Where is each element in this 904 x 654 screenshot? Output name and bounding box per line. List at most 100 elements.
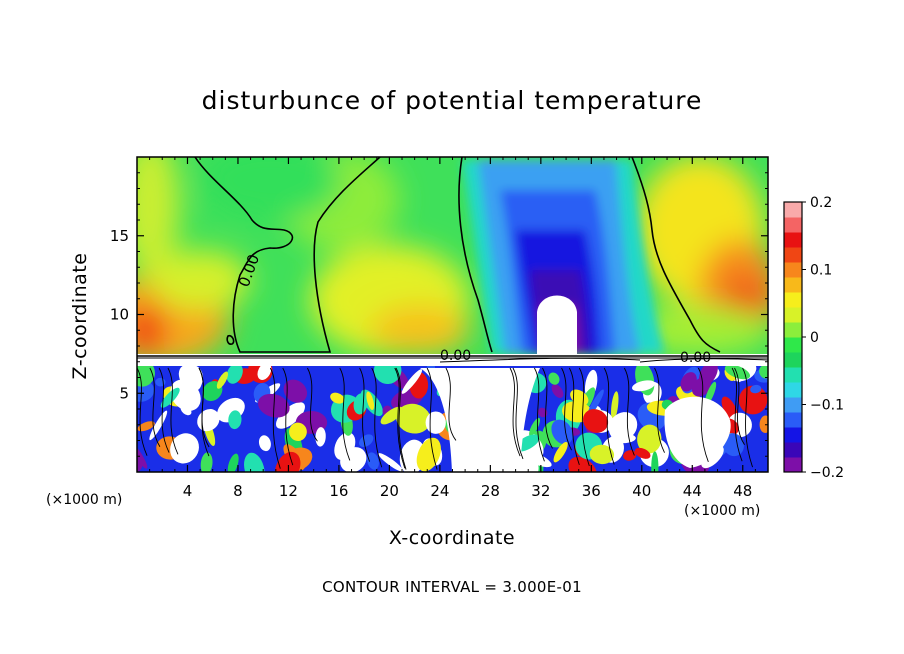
- turbulence-patch: [200, 452, 213, 472]
- x-tick-label: 24: [430, 482, 449, 500]
- turbulence-patch: [425, 411, 446, 434]
- turbulence-patch: [289, 422, 307, 442]
- colorbar-swatch: [784, 322, 802, 338]
- contour-line: [339, 367, 351, 461]
- contour-line: [512, 367, 524, 460]
- contour-line: [149, 367, 161, 448]
- turbulence-patch: [257, 366, 272, 380]
- upper-field: 0.00: [137, 157, 768, 354]
- contour-line: [269, 367, 281, 469]
- contour-line: [307, 367, 318, 442]
- x-axis: 4 8 12 16 20 24 28 32 36 40 44 48: [149, 157, 756, 500]
- turbulence-patch: [583, 409, 609, 433]
- y-tick-label: 5: [119, 384, 129, 402]
- separator-band: [137, 354, 768, 366]
- x-tick-label: 12: [279, 482, 298, 500]
- turbulence-patch: [551, 419, 573, 445]
- colorbar-tick-label: 0: [810, 330, 819, 346]
- turbulence-patch: [750, 384, 762, 394]
- turbulence-patch: [315, 427, 326, 447]
- x-tick-label: 20: [380, 482, 399, 500]
- turbulence-patch: [274, 451, 301, 472]
- contour-line: [394, 367, 406, 469]
- turbulence-patch: [651, 451, 659, 472]
- turbulence-patch: [680, 372, 697, 392]
- turbulence-patch: [378, 453, 404, 472]
- contour-line: [509, 367, 521, 457]
- colorbar-swatch: [784, 277, 802, 293]
- turbulence-patch: [137, 421, 155, 432]
- contour-label-2: 0.00: [440, 348, 471, 364]
- colorbar-tick-label: −0.1: [810, 398, 844, 414]
- contour-line: [654, 367, 665, 453]
- x-tick-label: 4: [183, 482, 193, 500]
- contour-line: [445, 367, 457, 441]
- colorbar-swatch: [784, 262, 802, 278]
- colorbar-swatch: [784, 412, 802, 428]
- turbulence-patch: [637, 424, 662, 454]
- turbulence-patch: [366, 391, 375, 410]
- contour-line: [561, 367, 572, 451]
- turbulence-patch: [226, 366, 243, 384]
- x-tick-label: 8: [233, 482, 243, 500]
- x-axis-label: X-coordinate: [388, 527, 516, 549]
- colorbar-swatch: [784, 307, 802, 323]
- colorbar-swatch: [784, 442, 802, 458]
- contour-line: [623, 367, 635, 456]
- turbulence-patch: [634, 447, 651, 459]
- colorbar-swatch: [784, 202, 802, 218]
- turbulence-patch: [258, 435, 271, 452]
- turbulence-patch: [340, 447, 367, 472]
- colorbar-swatch: [784, 367, 802, 383]
- contour-line: [742, 367, 753, 468]
- turbulence-patch: [568, 456, 597, 472]
- y-tick-label: 15: [110, 227, 129, 245]
- turbulence-patch: [170, 433, 199, 464]
- turbulence-patch: [396, 403, 431, 434]
- contour-interval-text: CONTOUR INTERVAL = 3.000E-01: [322, 578, 582, 596]
- turbulence-patch: [227, 453, 239, 472]
- turbulence-patch: [380, 406, 403, 425]
- x-tick-label: 48: [733, 482, 752, 500]
- contour-line: [198, 367, 210, 457]
- y-axis: 5 10 15: [110, 172, 768, 457]
- x-unit-label-right: (×1000 m): [684, 503, 761, 519]
- colorbar-swatch: [784, 382, 802, 398]
- contour-line: [697, 367, 709, 463]
- contour-line: [395, 367, 407, 470]
- contour-line: [568, 367, 580, 466]
- colorbar: 0.2 0.1 0 −0.1 −0.2: [783, 195, 844, 481]
- contour-line: [137, 367, 148, 456]
- turbulence-patch: [244, 452, 265, 472]
- turbulence-patch: [611, 391, 619, 421]
- turbulence-patch: [275, 402, 306, 429]
- chart-title: disturbunce of potential temperature: [201, 86, 703, 115]
- x-tick-label: 32: [531, 482, 550, 500]
- turbulence-patch: [160, 387, 180, 408]
- colorbar-swatch: [784, 397, 802, 413]
- colorbar-tick-label: −0.2: [810, 465, 844, 481]
- turbulence-patch: [330, 392, 345, 404]
- colorbar-swatch: [784, 217, 802, 233]
- turbulence-patch: [137, 366, 155, 387]
- x-unit-label-left: (×1000 m): [46, 492, 123, 508]
- turbulence-patch: [401, 369, 423, 394]
- contour-line: [578, 367, 590, 467]
- turbulence-patch: [149, 410, 168, 441]
- turbulence-patch: [551, 384, 564, 398]
- contour-line: [282, 367, 294, 466]
- turbulence-patch: [537, 407, 548, 418]
- contour-line: [734, 367, 745, 446]
- colorbar-swatch: [784, 337, 802, 353]
- contour-line: [542, 367, 553, 449]
- colorbar-swatch: [784, 457, 802, 473]
- colorbar-tick-label: 0.2: [810, 195, 832, 211]
- turbulence-patch: [373, 366, 402, 384]
- turbulence-patch: [553, 441, 568, 463]
- turbulence-patch: [283, 379, 308, 403]
- contour-line: [534, 367, 545, 462]
- contour-line: [426, 367, 438, 470]
- turbulence-patch: [691, 377, 711, 397]
- contour-line: [359, 367, 371, 462]
